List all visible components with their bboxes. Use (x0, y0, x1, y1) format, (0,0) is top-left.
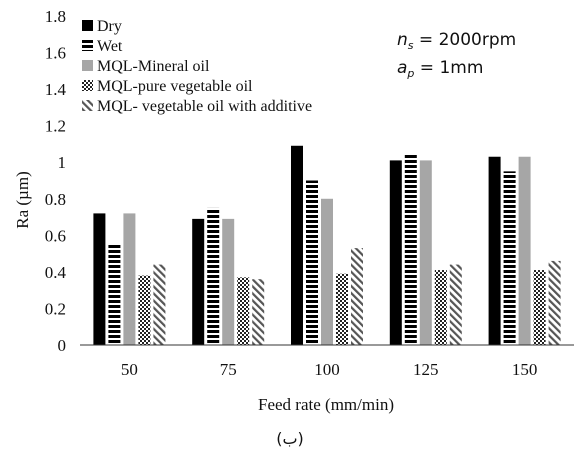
legend-label: MQL-Mineral oil (97, 58, 210, 75)
legend-label: MQL-pure vegetable oil (97, 78, 253, 95)
bar-mql-pure-vegetable-oil (336, 273, 348, 345)
bars (93, 145, 561, 345)
bar-mql-mineral-oil (321, 198, 333, 345)
bar-mql-pure-vegetable-oil (533, 270, 546, 345)
bar-wet (404, 154, 417, 345)
bar-mql-pure-vegetable-oil (138, 275, 151, 345)
bar-wet (306, 180, 318, 345)
figure-caption: (ب) (276, 429, 304, 448)
y-axis-ticks: 0 0.2 0.4 0.6 0.8 1 1.2 1.4 1.6 1.8 (45, 7, 67, 355)
bar-mql-mineral-oil (123, 213, 136, 345)
x-tick-label: 75 (220, 360, 237, 379)
bar-wet (108, 244, 121, 345)
y-tick-label: 1 (58, 153, 67, 172)
y-tick-label: 1.2 (45, 117, 66, 136)
legend-label: MQL- vegetable oil with additive (97, 98, 312, 115)
bar-mql-vegetable-oil-with-additive (351, 248, 363, 345)
y-tick-label: 1.6 (45, 44, 66, 63)
legend: Dry Wet MQL-Mineral oil MQL-pure vegetable … (82, 18, 312, 115)
bar-wet (207, 207, 220, 345)
y-axis-title: Ra (µm) (13, 171, 32, 228)
x-tick-label: 100 (314, 360, 340, 379)
bar-dry (389, 160, 402, 345)
legend-swatch (82, 100, 93, 111)
x-axis-ticks: 50 75 100 125 150 (121, 360, 537, 379)
bar-dry (192, 218, 205, 345)
bar-dry (93, 213, 106, 345)
y-tick-label: 0.8 (45, 190, 66, 209)
y-tick-label: 1.8 (45, 7, 66, 26)
param-depth: ap = 1mm (397, 58, 483, 80)
bar-mql-vegetable-oil-with-additive (252, 279, 265, 345)
y-tick-label: 0.4 (45, 263, 67, 282)
x-axis-title: Feed rate (mm/min) (258, 395, 394, 414)
bar-mql-mineral-oil (222, 218, 235, 345)
param-rpm: ns = 2000rpm (397, 30, 516, 52)
x-tick-label: 125 (413, 360, 439, 379)
bar-mql-vegetable-oil-with-additive (153, 264, 166, 345)
legend-swatch (82, 20, 93, 31)
y-tick-label: 1.4 (45, 80, 67, 99)
bar-mql-mineral-oil (518, 156, 531, 345)
bar-wet (503, 171, 516, 345)
x-tick-label: 150 (512, 360, 538, 379)
bar-dry (488, 156, 501, 345)
bar-mql-pure-vegetable-oil (237, 277, 250, 345)
legend-swatch (82, 80, 93, 91)
y-tick-label: 0 (58, 336, 67, 355)
legend-label: Dry (97, 18, 122, 35)
y-tick-label: 0.2 (45, 299, 66, 318)
bar-mql-vegetable-oil-with-additive (548, 260, 561, 345)
bar-mql-pure-vegetable-oil (434, 270, 447, 345)
bar-dry (291, 145, 303, 345)
x-tick-label: 50 (121, 360, 138, 379)
bar-mql-vegetable-oil-with-additive (449, 264, 462, 345)
legend-swatch (82, 40, 93, 51)
legend-label: Wet (97, 38, 123, 55)
legend-swatch (82, 60, 93, 71)
y-tick-label: 0.6 (45, 226, 66, 245)
bar-mql-mineral-oil (419, 160, 432, 345)
